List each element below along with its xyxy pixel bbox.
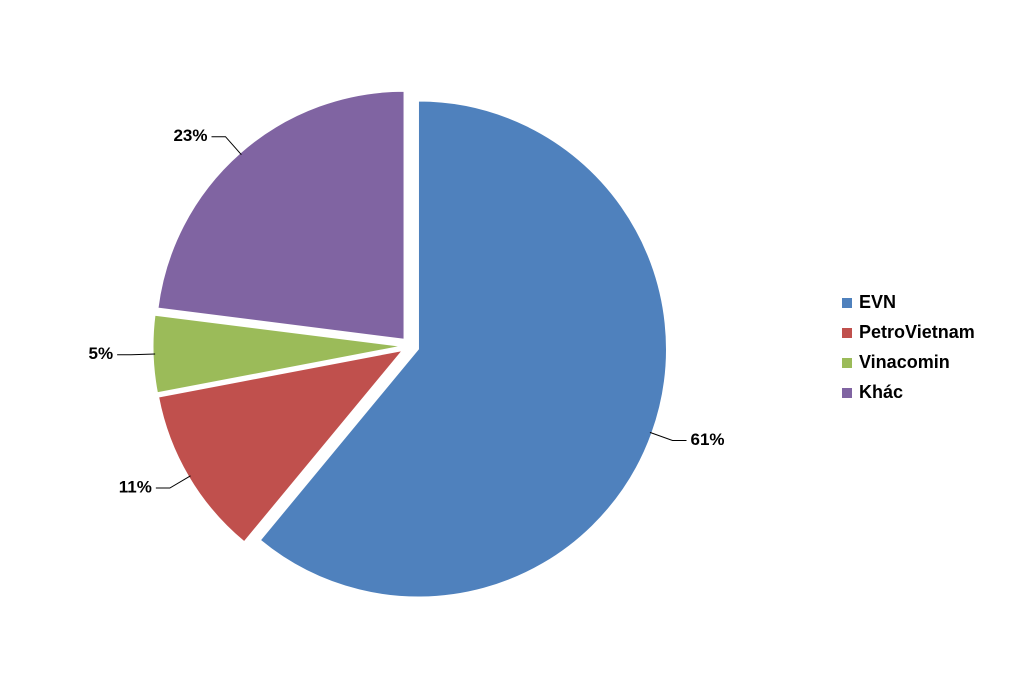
leader-line: [649, 431, 687, 442]
legend-label: Vinacomin: [859, 352, 950, 372]
legend-swatch: [842, 298, 852, 308]
leader-line: [211, 136, 242, 156]
data-label: 5%: [89, 344, 114, 363]
leader-line: [155, 475, 191, 489]
legend-swatch: [842, 328, 852, 338]
legend-label: PetroVietnam: [859, 322, 975, 342]
data-label: 23%: [173, 126, 207, 145]
legend-label: EVN: [859, 292, 896, 312]
legend-swatch: [842, 358, 852, 368]
data-label: 11%: [119, 478, 152, 497]
data-label: 61%: [691, 430, 725, 449]
legend-label: Khác: [859, 382, 903, 402]
legend-swatch: [842, 388, 852, 398]
leader-line: [117, 353, 156, 356]
